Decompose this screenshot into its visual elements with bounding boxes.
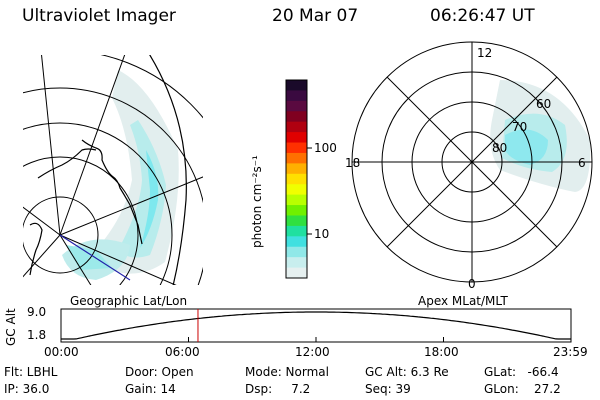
mlt-label-18: 18 [345,156,361,170]
mlt-label-12: 12 [477,46,493,60]
ip-value: IP: 36.0 [4,382,50,396]
timeline-xtick-1800: 18:00 [424,345,459,359]
colorbar-tick-100: 100 [314,141,337,155]
timeline-xtick-2359: 23:59 [553,345,588,359]
colorbar [286,80,307,279]
observation-date: 20 Mar 07 [272,6,359,26]
colorbar-band [286,163,307,175]
colorbar-tick-10: 10 [314,227,330,241]
colorbar-band [286,246,307,258]
glat-value: GLat: -66.4 [484,365,559,379]
colorbar-band [286,267,307,279]
colorbar-band [286,100,307,112]
colorbar-band [286,194,307,206]
mode-value: Mode: Normal [245,365,329,379]
glon-value: GLon: 27.2 [484,382,561,396]
colorbar-band [286,152,307,164]
timeline-xtick-0000: 00:00 [44,345,79,359]
gain-value: Gain: 14 [125,382,176,396]
timeline-ymin: 1.8 [27,328,47,342]
apex-panel-label: Apex MLat/MLT [418,294,508,308]
colorbar-band [286,205,307,216]
seq-value: Seq: 39 [365,382,411,396]
timeline-xtick-1200: 12:00 [295,345,330,359]
colorbar-band [286,257,307,269]
mlat-label-60: 60 [536,97,552,111]
mlat-label-70: 70 [512,120,528,134]
colorbar-unit-label: photon cm⁻²s⁻¹ [250,155,264,248]
mlt-label-6: 6 [578,156,586,170]
colorbar-band [286,215,307,227]
colorbar-band [286,121,307,133]
colorbar-band [286,173,307,185]
colorbar-band [286,225,307,237]
geographic-map [23,55,203,285]
observation-time: 06:26:47 UT [430,6,535,26]
colorbar-band [286,80,307,91]
mlt-label-0: 0 [468,277,476,291]
dsp-value: Dsp: 7.2 [245,382,311,396]
geographic-panel-label: Geographic Lat/Lon [70,294,188,308]
colorbar-band [286,236,307,248]
timeline-plot [60,308,572,343]
mlat-label-80: 80 [492,141,508,155]
instrument-title: Ultraviolet Imager [22,6,176,26]
colorbar-band [286,111,307,123]
polar-plot [351,41,593,283]
colorbar-band [286,142,307,154]
door-value: Door: Open [125,365,194,379]
timeline-ylabel: GC Alt [4,308,18,346]
timeline-ymax: 9.0 [27,305,47,319]
timeline-xtick-0600: 06:00 [165,345,200,359]
gc-alt-value: GC Alt: 6.3 Re [365,365,449,379]
colorbar-band [286,90,307,102]
colorbar-band [286,132,307,144]
colorbar-band [286,184,307,196]
filter-value: Flt: LBHL [4,365,58,379]
